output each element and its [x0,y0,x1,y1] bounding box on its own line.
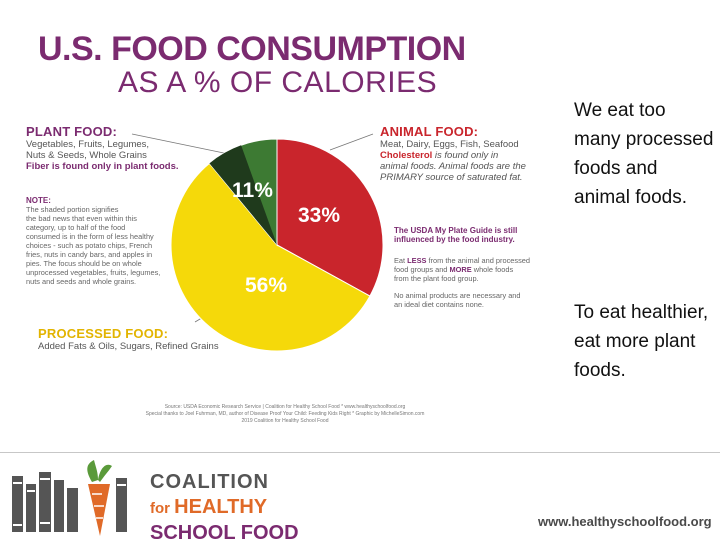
note-block: NOTE: The shaded portion signifies the b… [26,196,201,286]
side-message-2: To eat healthier, eat more plant foods. [574,302,709,381]
note-line: nuts and seeds and whole grains. [26,277,137,286]
note-heading: NOTE: [26,196,51,205]
logo-graphic [12,460,127,536]
plant-food-block: PLANT FOOD: Vegetables, Fruits, Legumes,… [26,124,216,172]
website-link[interactable]: www.healthyschoolfood.org [538,514,712,529]
pie-slice-plant-shaded [209,145,277,245]
usda-no-line1: No animal products are necessary and [394,291,521,300]
usda-eat-word: Eat [394,256,408,265]
usda-block: The USDA My Plate Guide is still influen… [394,226,564,309]
note-line: the bad news that even within this [26,214,137,223]
animal-leader-line [329,133,374,151]
animal-food-line3: animal foods. Animal foods are the [380,161,526,172]
logo-line-coalition: COALITION [150,471,269,493]
logo-line-healthy: for HEALTHY [150,495,299,521]
slice-label-processed: 56% [245,274,287,297]
pie-slice-animal [276,138,384,297]
logo-carrot-icon [87,460,112,536]
processed-food-line1: Added Fats & Oils, Sugars, Refined Grain… [38,341,219,352]
pie-slice-processed [170,162,371,352]
usda-eat-line3: from the plant food group. [394,274,479,283]
source-line2: Special thanks to Joel Fuhrman, MD, auth… [145,411,425,417]
logo-line-school-food: SCHOOL FOOD [150,522,299,544]
cholesterol-rest: is found only in [432,150,499,161]
plant-fiber-note: Fiber is found only in plant foods. [26,161,179,172]
usda-whole-foods: whole foods [471,265,514,274]
note-line: category, up to half of the food [26,223,126,232]
cholesterol-word: Cholesterol [380,150,433,161]
plant-food-line2: Nuts & Seeds, Whole Grains [26,150,147,161]
logo-text: COALITION for HEALTHY SCHOOL FOOD [150,470,299,546]
logo-books-icon [12,472,127,532]
note-line: The shaded portion signifies [26,205,119,214]
plant-food-line1: Vegetables, Fruits, Legumes, [26,139,150,150]
source-line1: Source: USDA Economic Research Service |… [164,404,406,410]
usda-no-line2: an ideal diet contains none. [394,300,484,309]
source-block: Source: USDA Economic Research Service |… [120,404,450,425]
note-line: consumed is in the form of less healthy [26,232,154,241]
chart-title: U.S. FOOD CONSUMPTION [38,30,466,68]
note-line: choices - such as potato chips, French [26,241,153,250]
note-line: unprocessed vegetables, fruits, legumes, [26,268,161,277]
usda-eat-rest: from the animal and processed [426,256,530,265]
note-line: fries, nuts in candy bars, and apples in [26,250,153,259]
usda-less: LESS [407,256,427,265]
processed-food-heading: PROCESSED FOOD: [38,326,169,341]
plant-food-heading: PLANT FOOD: [26,124,118,139]
usda-line1: The USDA My Plate Guide is still [394,226,518,235]
logo-for: for [150,500,175,517]
animal-food-line4: PRIMARY source of saturated fat. [380,172,523,183]
chart-subtitle: AS A % OF CALORIES [118,66,438,99]
footer-divider [0,452,720,453]
processed-food-block: PROCESSED FOOD: Added Fats & Oils, Sugar… [38,326,268,352]
usda-line2: influenced by the food industry. [394,235,515,244]
note-line: pies. The focus should be on whole [26,259,142,268]
animal-food-block: ANIMAL FOOD: Meat, Dairy, Eggs, Fish, Se… [380,124,565,183]
animal-food-line1: Meat, Dairy, Eggs, Fish, Seafood [380,139,519,150]
slice-label-plant: 11% [232,179,273,202]
animal-food-line2: Cholesterol is found only in [380,150,565,161]
source-line3: 2019 Coalition for Healthy School Food [241,418,329,424]
usda-eat-line2: food groups and MORE whole foods [394,265,564,274]
usda-more: MORE [449,265,472,274]
side-message-1: We eat too many processed foods and anim… [574,100,714,208]
usda-food-groups: food groups and [394,265,450,274]
animal-food-heading: ANIMAL FOOD: [380,124,479,139]
usda-eat-line1: Eat LESS from the animal and processed [394,256,564,265]
logo-healthy: HEALTHY [174,496,268,518]
slice-label-animal: 33% [298,204,340,227]
